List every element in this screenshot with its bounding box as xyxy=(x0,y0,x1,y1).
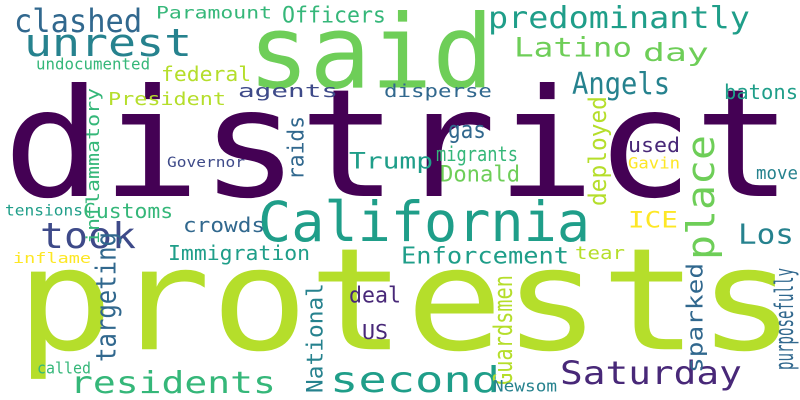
word-los: Los xyxy=(738,217,794,251)
word-unrest: unrest xyxy=(24,20,193,66)
word-district: district xyxy=(3,56,793,232)
word-took: took xyxy=(40,214,136,257)
word-residents: residents xyxy=(70,365,276,400)
word-purposefully: purposefully xyxy=(768,267,800,370)
word-enforcement: Enforcement xyxy=(401,241,570,269)
word-second: second xyxy=(330,358,501,400)
word-migrants: migrants xyxy=(436,142,518,166)
word-trump: Trump xyxy=(349,148,434,174)
word-said: said xyxy=(248,0,494,113)
word-undocumented: undocumented xyxy=(36,54,151,74)
word-called: called xyxy=(37,358,92,378)
word-national: National xyxy=(302,283,328,393)
word-president: President xyxy=(108,88,226,110)
word-clashed: clashed xyxy=(14,2,143,40)
word-donald: Donald xyxy=(440,161,521,187)
word-batons: batons xyxy=(724,80,799,104)
word-crowds: crowds xyxy=(183,213,266,237)
word-used: used xyxy=(628,133,680,157)
word-disperse: disperse xyxy=(384,80,492,102)
word-ice: ICE xyxy=(628,207,678,233)
word-governor: Governor xyxy=(167,153,245,171)
word-agents: agents xyxy=(238,80,339,102)
word-deployed: deployed xyxy=(583,96,612,206)
word-tear: tear xyxy=(575,242,625,264)
word-california: California xyxy=(258,190,591,255)
word-guardsmen: Guardsmen xyxy=(487,275,519,385)
word-move: move xyxy=(756,162,798,184)
word-newsom: Newsom xyxy=(493,376,558,396)
word-gas: gas xyxy=(448,115,486,144)
word-inflame: inflame xyxy=(13,249,92,267)
word-protests: protests xyxy=(16,217,796,384)
word-targeting: targeting xyxy=(89,232,123,362)
word-angels: Angels xyxy=(572,66,671,102)
word-deal: deal xyxy=(349,282,401,308)
word-gavin: Gavin xyxy=(628,153,681,173)
word-paramount: Paramount xyxy=(156,2,272,23)
word-saturday: Saturday xyxy=(560,354,742,392)
word-officers: Officers xyxy=(282,2,386,28)
word-predominantly: predominantly xyxy=(488,0,750,36)
word-tensions: tensions xyxy=(5,201,83,220)
word-sparked: sparked xyxy=(682,262,708,373)
word-federal: federal xyxy=(161,62,252,86)
word-latino: Latino xyxy=(514,31,633,64)
word-customs: Customs xyxy=(83,199,174,223)
word-immigration: Immigration xyxy=(168,241,311,265)
word-day: day xyxy=(643,37,709,67)
word-place: place xyxy=(678,134,724,260)
word-us: US xyxy=(362,320,389,344)
word-raids: raids xyxy=(283,115,309,180)
